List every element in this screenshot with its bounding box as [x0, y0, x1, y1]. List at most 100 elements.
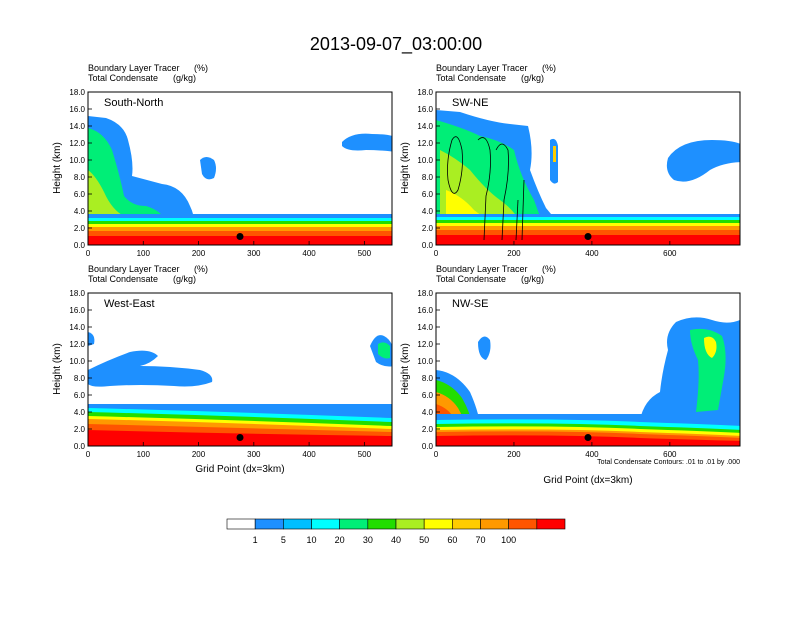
- y-tick-label: 12.0: [417, 139, 433, 148]
- y-tick-label: 2.0: [74, 224, 86, 233]
- plot-frame: [87, 91, 393, 246]
- panel-west-east: Boundary Layer Tracer (%) Total Condensa…: [52, 264, 393, 475]
- contour-footnote: Total Condensate Contours: .01 to .01 by…: [597, 459, 740, 466]
- x-tick-label: 200: [507, 249, 521, 258]
- y-tick-label: 2.0: [74, 425, 86, 434]
- x-tick-label: 300: [247, 450, 261, 459]
- location-marker: [584, 434, 592, 441]
- y-tick-label: 6.0: [74, 391, 86, 400]
- subtitle-tracer-unit: (%): [194, 63, 208, 73]
- colorbar-label: 40: [391, 535, 401, 545]
- y-tick-label: 2.0: [422, 224, 434, 233]
- colorbar-swatch: [283, 518, 312, 530]
- x-tick-label: 300: [247, 249, 261, 258]
- y-tick-label: 16.0: [417, 105, 433, 114]
- panel-south-north: Boundary Layer Tracer (%) Total Condensa…: [52, 63, 393, 258]
- x-tick-label: 600: [663, 450, 677, 459]
- subtitle-tracer: Boundary Layer Tracer: [88, 63, 180, 73]
- y-axis: 0.0 2.0 4.0 6.0 8.0 10.0 12.0 14.0 16.0 18.0: [417, 289, 440, 451]
- deep-tower-green: [690, 328, 726, 412]
- heatmap-field: [436, 110, 740, 245]
- colorbar-swatch: [254, 518, 284, 530]
- heatmap-field: [88, 116, 392, 245]
- subtitle-condensate-unit: (g/kg): [521, 274, 544, 284]
- y-axis-label: Height (km): [52, 343, 63, 395]
- condensate-contours: [447, 136, 525, 241]
- x-tick-label: 0: [86, 249, 91, 258]
- x-axis: 0 100 200 300 400 500: [86, 442, 372, 459]
- y-tick-label: 18.0: [417, 289, 433, 298]
- subtitle-tracer: Boundary Layer Tracer: [436, 63, 528, 73]
- y-tick-label: 16.0: [69, 306, 85, 315]
- colorbar-label: 70: [475, 535, 485, 545]
- colorbar-swatch: [395, 518, 425, 530]
- subtitle-tracer: Boundary Layer Tracer: [88, 264, 180, 274]
- deep-tower-yellow: [704, 336, 717, 358]
- subtitle-condensate-unit: (g/kg): [173, 274, 196, 284]
- panel-label: SW-NE: [452, 97, 488, 109]
- y-axis-label: Height (km): [400, 343, 411, 395]
- colorbar-swatch: [452, 518, 481, 530]
- y-tick-label: 2.0: [422, 425, 434, 434]
- bl-red: [88, 236, 392, 245]
- panel-label: NW-SE: [452, 298, 488, 310]
- y-tick-label: 8.0: [74, 173, 86, 182]
- colorbar-swatch: [226, 518, 256, 530]
- heatmap-field: [88, 332, 392, 446]
- subtitle-condensate-unit: (g/kg): [521, 73, 544, 83]
- y-tick-label: 10.0: [69, 357, 85, 366]
- colorbar-swatch: [508, 518, 538, 530]
- subtitle-condensate: Total Condensate: [436, 73, 506, 83]
- y-tick-label: 14.0: [417, 323, 433, 332]
- x-tick-label: 400: [302, 450, 316, 459]
- upper-cloud-right: [342, 133, 392, 152]
- upper-cloud-left: [200, 157, 216, 180]
- y-axis: 0.0 2.0 4.0 6.0 8.0 10.0 12.0 14.0 16.0 18.0: [417, 88, 440, 250]
- subtitle-condensate-unit: (g/kg): [173, 73, 196, 83]
- colorbar-label: 1: [253, 535, 258, 545]
- y-tick-label: 12.0: [69, 139, 85, 148]
- anvil-left: [88, 332, 95, 346]
- narrow-tower-core: [553, 146, 556, 162]
- figure-title: 2013-09-07_03:00:00: [310, 34, 482, 55]
- subtitle-tracer: Boundary Layer Tracer: [436, 264, 528, 274]
- x-axis: 0 200 400 600: [434, 241, 677, 258]
- y-tick-label: 14.0: [69, 122, 85, 131]
- location-marker: [236, 434, 244, 441]
- x-tick-label: 100: [137, 249, 151, 258]
- colorbar: 1 5 10 20 30 40 50 60 70 100: [226, 518, 566, 545]
- x-tick-label: 200: [192, 450, 206, 459]
- y-tick-label: 16.0: [417, 306, 433, 315]
- y-tick-label: 0.0: [74, 241, 86, 250]
- colorbar-label: 30: [363, 535, 373, 545]
- y-tick-label: 10.0: [417, 357, 433, 366]
- colorbar-swatch: [311, 518, 340, 530]
- upper-cloud-right: [666, 140, 740, 182]
- y-axis-label: Height (km): [400, 142, 411, 194]
- x-tick-label: 400: [585, 450, 599, 459]
- x-tick-label: 500: [358, 249, 372, 258]
- small-cloud: [478, 336, 491, 360]
- x-tick-label: 0: [86, 450, 91, 459]
- y-tick-label: 8.0: [422, 173, 434, 182]
- x-tick-label: 200: [192, 249, 206, 258]
- y-tick-label: 4.0: [422, 207, 434, 216]
- colorbar-label: 100: [501, 535, 516, 545]
- plot-frame: [87, 292, 393, 447]
- y-tick-label: 18.0: [417, 88, 433, 97]
- y-tick-label: 0.0: [74, 442, 86, 451]
- x-tick-label: 0: [434, 450, 439, 459]
- subtitle-condensate: Total Condensate: [88, 274, 158, 284]
- y-tick-label: 10.0: [69, 156, 85, 165]
- y-tick-label: 12.0: [417, 340, 433, 349]
- y-tick-label: 18.0: [69, 88, 85, 97]
- x-tick-label: 500: [358, 450, 372, 459]
- colorbar-swatch: [367, 518, 397, 530]
- colorbar-label: 20: [335, 535, 345, 545]
- y-axis: 0.0 2.0 4.0 6.0 8.0 10.0 12.0 14.0 16.0 18.0: [69, 88, 92, 250]
- location-marker: [236, 233, 244, 240]
- y-tick-label: 6.0: [422, 391, 434, 400]
- y-tick-label: 18.0: [69, 289, 85, 298]
- y-tick-label: 14.0: [69, 323, 85, 332]
